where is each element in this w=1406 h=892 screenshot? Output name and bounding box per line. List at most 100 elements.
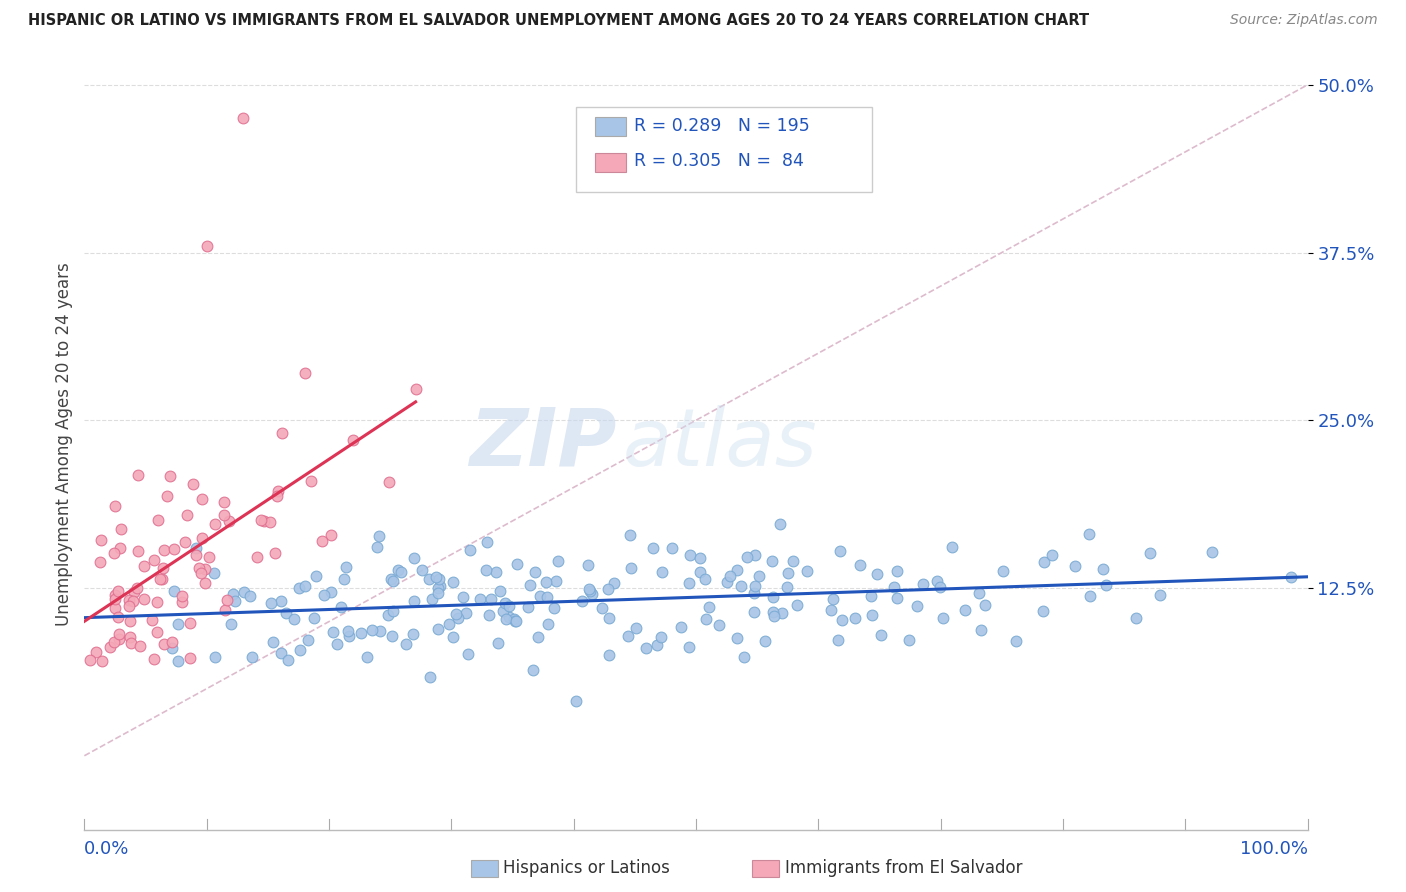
Point bbox=[118, 592, 141, 607]
Point bbox=[495, 612, 517, 626]
Point bbox=[166, 616, 188, 631]
Point bbox=[174, 534, 197, 549]
Point bbox=[110, 523, 132, 537]
Point bbox=[744, 586, 766, 600]
Point bbox=[571, 594, 593, 608]
Point bbox=[429, 579, 451, 593]
Point bbox=[337, 629, 360, 643]
Point bbox=[578, 582, 600, 597]
Point bbox=[427, 586, 450, 600]
Point bbox=[524, 566, 547, 580]
Point bbox=[485, 565, 508, 579]
Point bbox=[447, 611, 470, 625]
Point bbox=[716, 575, 738, 590]
Point bbox=[118, 614, 141, 628]
Text: R = 0.289   N = 195: R = 0.289 N = 195 bbox=[634, 117, 810, 135]
Point bbox=[679, 548, 702, 562]
Point bbox=[441, 575, 464, 590]
Point bbox=[143, 652, 166, 666]
Point bbox=[529, 590, 551, 604]
Point bbox=[427, 622, 450, 636]
Point bbox=[678, 640, 700, 654]
Point bbox=[260, 597, 283, 611]
Point bbox=[350, 626, 373, 640]
Point bbox=[302, 611, 325, 625]
Point bbox=[718, 569, 741, 583]
Point bbox=[1040, 549, 1063, 563]
Point bbox=[492, 604, 515, 618]
Point bbox=[259, 516, 281, 530]
Point bbox=[678, 575, 700, 590]
Point bbox=[127, 582, 149, 596]
Point bbox=[769, 516, 792, 531]
Point bbox=[695, 612, 717, 626]
Point bbox=[725, 632, 748, 646]
Point bbox=[319, 585, 342, 599]
Point bbox=[91, 654, 114, 668]
Point bbox=[232, 584, 254, 599]
Point bbox=[141, 614, 163, 628]
Point bbox=[941, 540, 963, 554]
Point bbox=[927, 574, 949, 588]
Point bbox=[314, 588, 336, 602]
Point bbox=[127, 468, 149, 483]
Point bbox=[104, 499, 127, 513]
Point bbox=[404, 550, 426, 565]
Point bbox=[253, 514, 276, 528]
Point bbox=[579, 584, 602, 599]
Point bbox=[451, 590, 474, 604]
Point bbox=[368, 624, 391, 639]
Point bbox=[763, 608, 786, 623]
Point bbox=[886, 564, 908, 578]
Point bbox=[186, 548, 208, 562]
Point bbox=[869, 628, 891, 642]
Point bbox=[598, 648, 620, 662]
Point bbox=[517, 600, 540, 615]
Point bbox=[132, 558, 155, 573]
Point bbox=[929, 580, 952, 594]
Point bbox=[270, 647, 292, 661]
Point bbox=[122, 594, 145, 608]
Point bbox=[537, 616, 560, 631]
Point bbox=[305, 569, 328, 583]
Point bbox=[967, 586, 990, 600]
Point bbox=[477, 608, 499, 623]
Point bbox=[905, 599, 928, 613]
Point bbox=[104, 601, 127, 615]
Point bbox=[420, 592, 443, 607]
Point bbox=[581, 587, 603, 601]
Point bbox=[167, 655, 190, 669]
Point bbox=[1091, 562, 1114, 576]
Point bbox=[163, 583, 186, 598]
Point bbox=[730, 579, 752, 593]
Point bbox=[89, 555, 111, 569]
Point bbox=[727, 563, 749, 577]
Point bbox=[382, 574, 405, 589]
Point bbox=[288, 643, 311, 657]
Point bbox=[107, 583, 129, 598]
Point bbox=[179, 651, 201, 665]
Point bbox=[444, 607, 467, 621]
Point bbox=[427, 572, 450, 586]
Point bbox=[1095, 578, 1118, 592]
Point bbox=[146, 595, 169, 609]
Point bbox=[498, 610, 520, 624]
Point bbox=[991, 565, 1014, 579]
Point bbox=[337, 624, 360, 639]
Point bbox=[796, 564, 818, 578]
Point bbox=[693, 572, 716, 586]
Point bbox=[744, 579, 766, 593]
Point bbox=[503, 614, 526, 628]
Point bbox=[361, 623, 384, 637]
Point bbox=[79, 652, 101, 666]
Point bbox=[387, 563, 409, 577]
Point bbox=[377, 608, 399, 623]
Point bbox=[283, 612, 305, 626]
Point bbox=[146, 625, 169, 640]
Point bbox=[224, 593, 246, 607]
Point bbox=[270, 594, 292, 608]
Point bbox=[1005, 634, 1028, 648]
Point bbox=[844, 610, 866, 624]
Point bbox=[737, 550, 759, 565]
Point bbox=[591, 600, 613, 615]
